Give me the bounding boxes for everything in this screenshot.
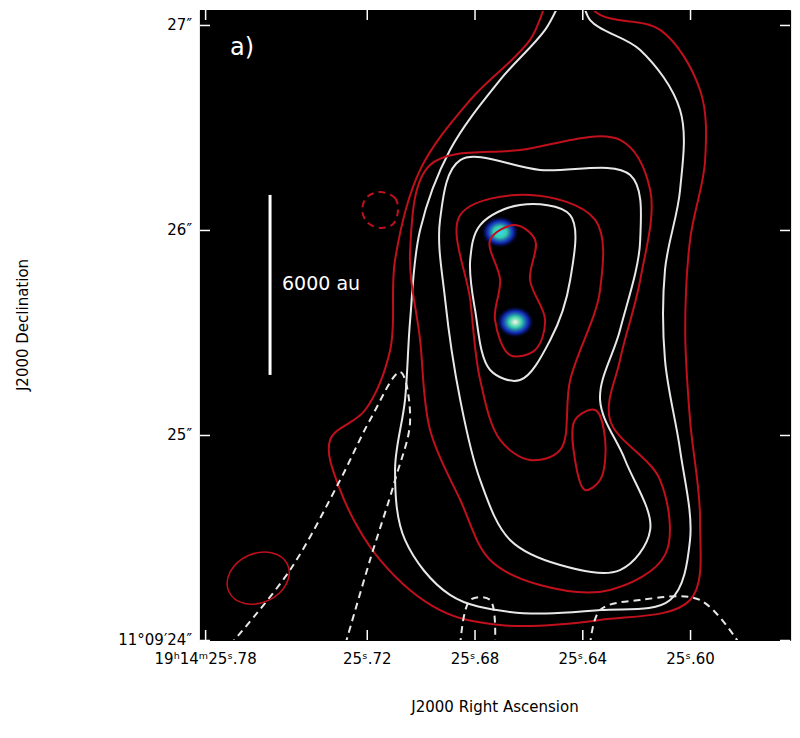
tick-label: 11°09′24″: [118, 631, 192, 649]
chart-svg: 6000 au a) 19ʰ14ᵐ25ˢ.78 25ˢ.72 25ˢ.68 25ˢ.64 2…: [0, 0, 800, 738]
label-patch: [279, 270, 363, 296]
tick: 25ˢ.64: [559, 630, 608, 668]
chart-container: 6000 au a) 19ʰ14ᵐ25ˢ.78 25ˢ.72 25ˢ.68 25ˢ.64 2…: [0, 0, 800, 738]
y-axis-title: J2000 Declination: [14, 259, 32, 392]
contour: [590, 596, 740, 640]
tick-mark: [205, 10, 207, 20]
tick-mark: [367, 10, 369, 20]
tick-mark: [582, 630, 584, 640]
tick: 27″: [167, 16, 210, 34]
contour: [395, 10, 691, 613]
tick: 25″: [167, 426, 210, 444]
tick-label: 25ˢ.68: [451, 650, 500, 668]
contour: [439, 157, 650, 573]
tick-label: 19ʰ14ᵐ25ˢ.78: [155, 650, 257, 668]
contour: [470, 204, 576, 381]
axis-line: [200, 11, 201, 641]
contour: [362, 192, 398, 228]
contour: [572, 410, 605, 491]
y-axis: 11°09′24″ 25″ 26″ 27″: [118, 11, 210, 650]
panel-label: a): [230, 33, 254, 61]
tick-mark: [582, 10, 584, 20]
contour: [456, 195, 603, 460]
tick-label: 25″: [167, 426, 192, 444]
contour: [489, 225, 545, 356]
tick-label: 25ˢ.72: [343, 650, 392, 668]
axis-line: [790, 11, 791, 641]
tick: 11°09′24″: [118, 631, 210, 649]
tick-mark: [200, 640, 210, 642]
tick: 25ˢ.72: [343, 630, 392, 668]
tick-mark: [205, 630, 207, 640]
scale-bar-label: 6000 au: [282, 272, 360, 294]
tick-label: 25ˢ.60: [666, 650, 715, 668]
tick-mark: [367, 630, 369, 640]
tick: [780, 435, 790, 436]
tick-label: 27″: [167, 16, 192, 34]
tick-mark: [780, 25, 790, 27]
axis-line: [201, 10, 791, 11]
tick-mark: [200, 25, 210, 27]
axis-line: [201, 640, 791, 641]
x-axis-top: [201, 10, 791, 20]
tick: [780, 230, 790, 231]
source: [496, 306, 534, 338]
x-axis: 19ʰ14ᵐ25ˢ.78 25ˢ.72 25ˢ.68 25ˢ.64 25ˢ.60: [155, 630, 791, 668]
tick: 25ˢ.68: [451, 630, 500, 668]
tick: [582, 10, 583, 20]
tick-mark: [690, 10, 692, 20]
tick: [205, 10, 206, 20]
overlay: 6000 au a): [230, 33, 363, 296]
tick-mark: [780, 435, 790, 437]
beam: [219, 542, 298, 614]
tick: [475, 10, 476, 20]
contour: [410, 136, 670, 592]
tick-mark: [200, 435, 210, 437]
scale-bar: [269, 195, 272, 375]
contour: [329, 10, 706, 626]
tick: [780, 640, 790, 641]
tick-mark: [474, 10, 476, 20]
tick: [690, 10, 691, 20]
tick-mark: [690, 630, 692, 640]
tick: 25ˢ.60: [666, 630, 715, 668]
x-axis-title: J2000 Right Ascension: [410, 698, 578, 716]
source: [481, 216, 519, 248]
tick-mark: [200, 230, 210, 232]
plot-area: [219, 10, 741, 640]
y-axis-right: [780, 11, 791, 641]
tick: 26″: [167, 221, 210, 239]
tick-mark: [474, 630, 476, 640]
tick-mark: [780, 230, 790, 232]
tick-label: 25ˢ.64: [559, 650, 608, 668]
tick: [367, 10, 368, 20]
contour: [230, 372, 410, 640]
tick-label: 26″: [167, 221, 192, 239]
contour: [460, 597, 495, 640]
tick-mark: [780, 640, 790, 642]
tick: [780, 25, 790, 26]
